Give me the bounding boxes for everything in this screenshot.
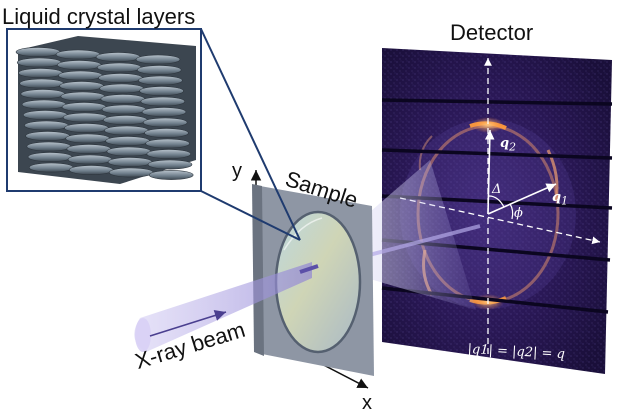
lc-rod — [22, 110, 68, 120]
delta-label: Δ — [492, 182, 502, 197]
lc-rod — [56, 60, 102, 70]
lc-rod — [138, 75, 183, 86]
lc-rod — [108, 167, 154, 178]
lc-rod — [145, 138, 190, 149]
lc-rod — [102, 115, 148, 125]
detector-label: Detector — [450, 20, 534, 45]
lc-rod — [99, 83, 144, 94]
lc-rod — [68, 165, 114, 175]
lc-rod — [61, 102, 107, 112]
lc-rod — [98, 73, 143, 83]
lc-rod — [106, 146, 152, 157]
lc-rod — [101, 104, 147, 115]
lc-rod — [141, 107, 187, 117]
lc-rod — [20, 89, 66, 99]
q2-label: q2 — [500, 136, 516, 154]
lc-rod — [140, 96, 186, 107]
lc-rod — [16, 57, 62, 68]
lc-rod — [55, 49, 101, 60]
beam-direction-arrow — [149, 310, 227, 337]
lc-rod — [100, 94, 146, 104]
lc-rod — [62, 112, 108, 123]
lc-rod — [107, 157, 153, 167]
lc-rod — [146, 149, 192, 159]
delta-arc — [488, 195, 505, 208]
axis-x-label: x — [362, 392, 372, 414]
lc-rod — [136, 65, 182, 75]
q2-vector — [484, 129, 495, 215]
lc-rod — [28, 162, 74, 173]
lc-rod — [96, 62, 142, 73]
lc-rod — [142, 117, 188, 128]
q1-label: q1 — [552, 190, 568, 208]
lc-layers-label: Liquid crystal layers — [2, 4, 196, 29]
lc-rod — [59, 81, 104, 91]
lc-rod — [148, 170, 194, 180]
lc-rod — [18, 68, 63, 78]
lc-rod — [60, 91, 106, 102]
lc-rod — [66, 144, 112, 154]
lc-rod — [104, 125, 149, 136]
lc-rod — [95, 52, 141, 62]
lc-rod — [64, 123, 109, 133]
lc-rod — [24, 120, 69, 131]
phi-arc — [509, 203, 514, 220]
lc-layer-stack — [15, 36, 196, 184]
lc-rod — [65, 133, 110, 144]
lc-rod — [135, 54, 181, 65]
q1-vector — [487, 183, 557, 215]
lc-rod — [139, 86, 184, 96]
lc-rod — [27, 152, 73, 162]
lc-rod — [58, 70, 103, 81]
lc-rod — [26, 141, 72, 152]
lc-rod — [21, 99, 67, 110]
phi-label: ϕ — [514, 206, 523, 221]
lc-rod — [105, 136, 150, 146]
zoom-line-upper — [200, 28, 301, 241]
lc-rod — [147, 159, 193, 170]
lc-rod — [25, 131, 70, 141]
lc-rod — [67, 154, 113, 165]
lc-rod — [144, 128, 189, 138]
lc-rod — [19, 78, 64, 89]
lc-rod — [15, 47, 61, 57]
zoom-line-lower — [200, 190, 301, 241]
axis-y-label: y — [232, 160, 242, 182]
incoming-xray-beam — [134, 262, 319, 352]
